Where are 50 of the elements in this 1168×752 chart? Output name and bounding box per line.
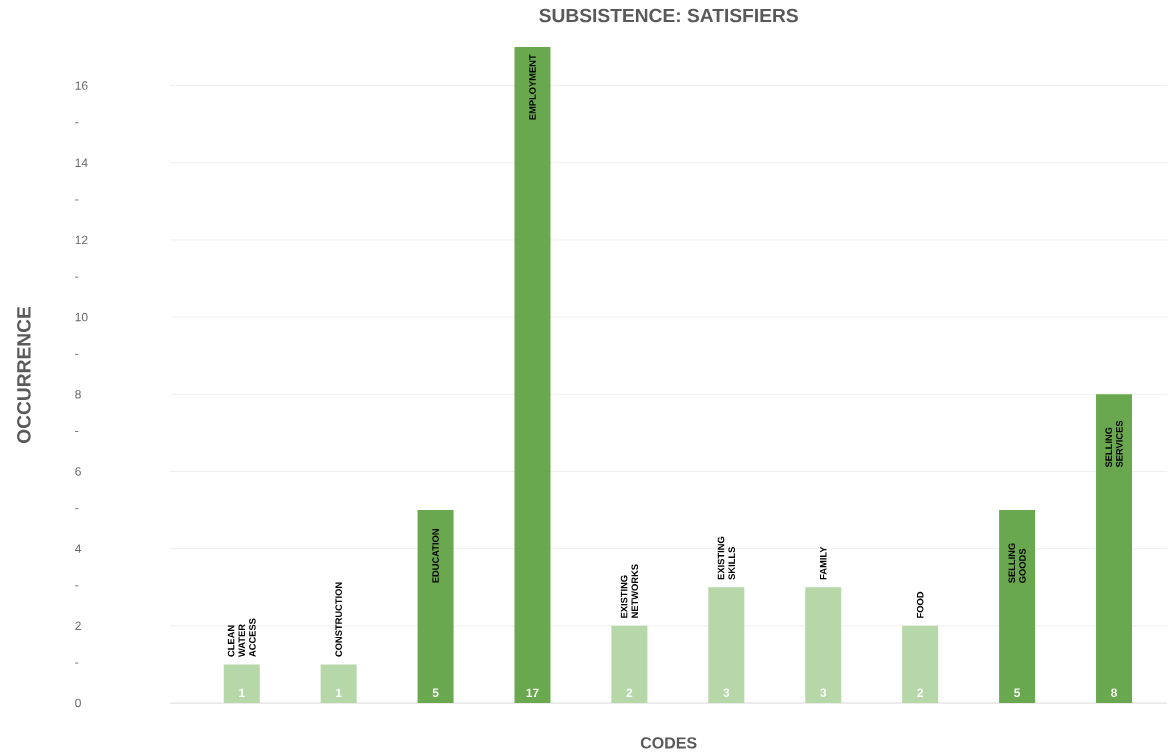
data-label: 2 [626, 688, 633, 697]
data-label: 8 [1111, 688, 1117, 697]
data-label: 5 [432, 688, 439, 697]
x-tick-label: EXISTING SKILLS [717, 536, 735, 580]
data-label: 3 [820, 688, 827, 697]
y-tick-label: - [75, 276, 79, 278]
y-tick-label: 6 [75, 467, 81, 476]
bar [1096, 394, 1133, 703]
y-tick-label: 14 [75, 158, 88, 167]
bar [514, 46, 551, 703]
x-tick-label: EDUCATION [432, 529, 439, 583]
y-tick-label: - [75, 353, 79, 355]
x-tick-label: CONSTRUCTION [335, 582, 342, 657]
x-tick-label: EMPLOYMENT [529, 54, 536, 120]
y-tick-label: - [75, 662, 79, 664]
y-tick-label: 4 [74, 544, 82, 553]
x-tick-label: EXISTING NETWORKS [620, 564, 639, 618]
bar [805, 587, 842, 703]
bar [223, 664, 260, 703]
data-label: 17 [526, 688, 539, 697]
data-label: 1 [336, 688, 342, 697]
y-tick-label: 10 [75, 312, 88, 322]
bar [611, 625, 648, 703]
x-tick-label: SELLING GOODS [1008, 543, 1026, 583]
data-label: 5 [1014, 688, 1021, 697]
y-tick-label: 8 [75, 390, 81, 399]
x-tick-label: CLEAN WATER ACCESS [227, 618, 256, 658]
y-tick-label: - [75, 431, 79, 432]
bar [999, 510, 1036, 703]
y-tick-label: 2 [75, 621, 81, 630]
y-axis-title: OCCURRENCE [17, 306, 31, 443]
y-tick-label: 12 [75, 235, 88, 245]
y-tick-label: - [75, 199, 79, 201]
data-label: 1 [239, 688, 245, 697]
bar [417, 510, 454, 703]
bar [708, 587, 745, 703]
x-tick-label: FAMILY [820, 546, 827, 580]
data-label: 2 [917, 688, 924, 697]
chart-title: SUBSISTENCE: SATISFIERS [539, 8, 798, 23]
y-tick-label: 16 [75, 81, 88, 90]
y-tick-label: 0 [75, 698, 81, 708]
data-label: 3 [723, 688, 730, 697]
bar [902, 625, 939, 703]
y-tick-label: - [75, 585, 79, 587]
bar [320, 664, 357, 703]
x-axis-title: CODES [640, 737, 697, 749]
x-tick-label: FOOD [916, 591, 924, 618]
y-tick-label: - [75, 122, 79, 124]
y-tick-label: - [75, 508, 79, 510]
x-tick-label: SELLING SERVICES [1105, 420, 1123, 468]
